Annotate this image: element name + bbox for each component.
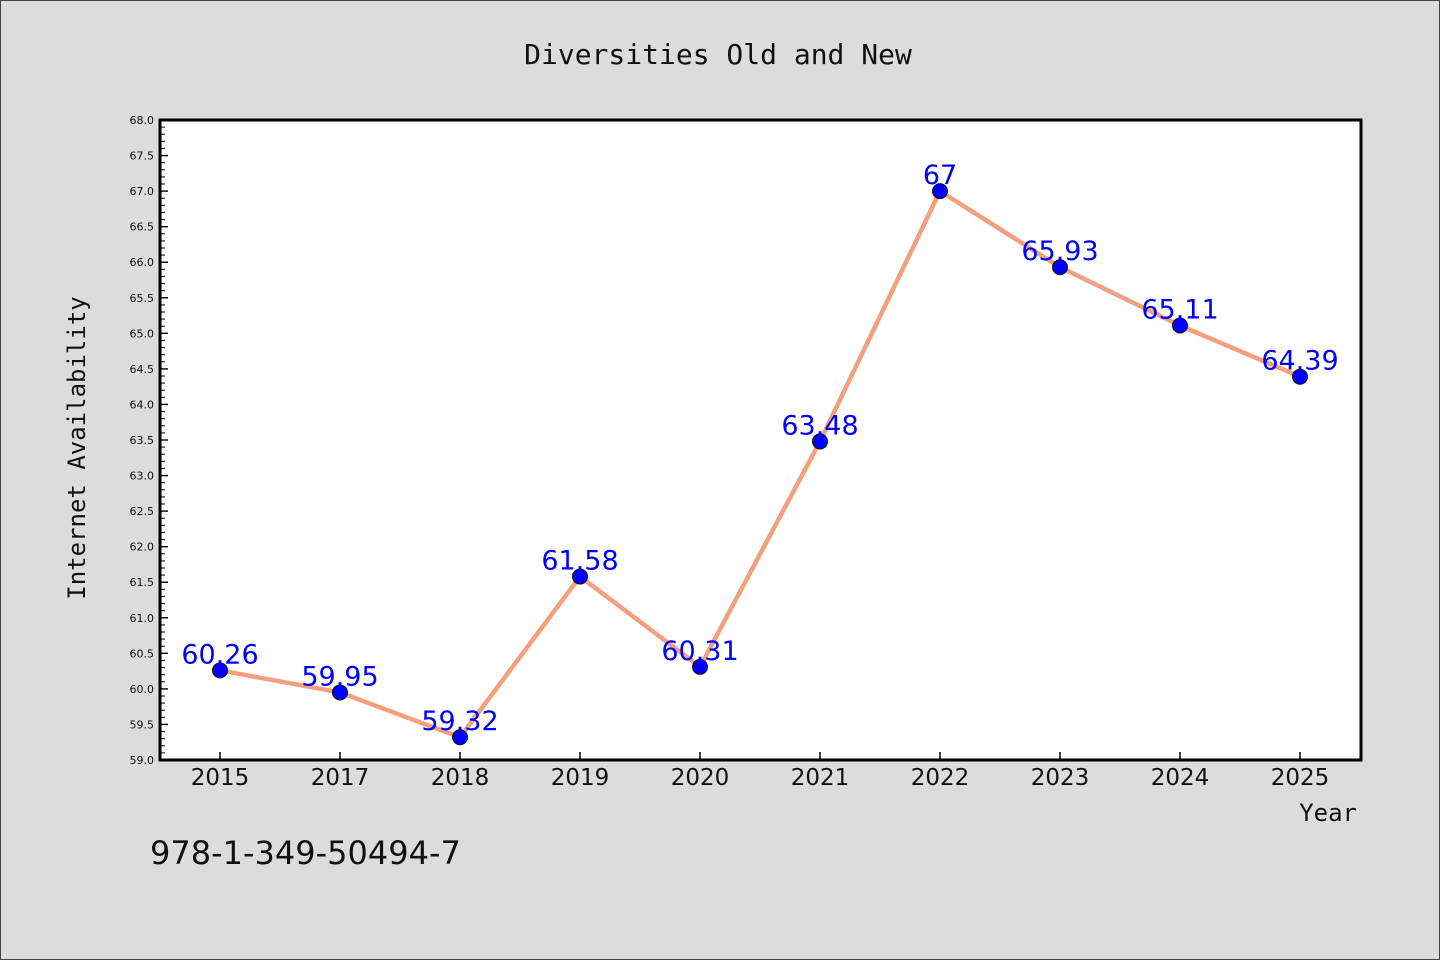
y-tick-label: 61.5 <box>130 576 155 589</box>
y-tick-label: 59.5 <box>130 718 155 731</box>
y-tick-label: 62.0 <box>130 541 155 554</box>
y-tick-label: 60.5 <box>130 647 155 660</box>
data-labels: 60.26 59.95 59.32 61.58 60.31 63.48 67 65.93 65.… <box>181 160 1338 737</box>
x-axis-ticks: 2015 2017 2018 2019 2020 2021 2022 2023 2024 2025 <box>191 752 1330 791</box>
x-tick-label: 2020 <box>671 765 730 791</box>
y-tick-label: 59.0 <box>130 754 155 767</box>
data-point <box>332 684 348 701</box>
y-tick-label: 68.0 <box>130 114 155 127</box>
chart-title: Diversities Old and New <box>524 38 912 71</box>
data-label: 63.48 <box>781 410 858 441</box>
x-tick-label: 2023 <box>1031 765 1090 791</box>
y-tick-label: 65.0 <box>130 327 155 340</box>
y-tick-label: 62.5 <box>130 505 155 518</box>
y-tick-label: 61.0 <box>130 612 155 625</box>
y-tick-label: 60.0 <box>130 683 155 696</box>
y-tick-label: 64.0 <box>130 398 155 411</box>
x-tick-label: 2018 <box>431 765 490 791</box>
plot-area <box>158 118 1363 762</box>
data-label: 60.31 <box>661 636 738 667</box>
data-point <box>932 183 948 200</box>
data-point <box>692 658 708 675</box>
y-tick-label: 66.0 <box>130 256 155 269</box>
y-axis-ticks: 59.0 59.5 60.0 60.5 61.0 61.5 62.0 62.5 63.0 63.5… <box>130 114 168 767</box>
y-axis-label: Internet Availability <box>63 296 91 599</box>
data-label: 60.26 <box>181 639 258 670</box>
x-tick-label: 2015 <box>191 765 250 791</box>
data-label: 67 <box>923 160 957 191</box>
data-point <box>1052 259 1068 276</box>
data-label: 64.39 <box>1261 346 1338 377</box>
data-markers <box>212 183 1308 746</box>
data-point <box>212 662 228 679</box>
data-point <box>452 729 468 746</box>
x-axis-label: Year <box>1299 799 1357 827</box>
y-tick-label: 67.5 <box>130 150 155 163</box>
data-point <box>1172 317 1188 334</box>
x-tick-label: 2021 <box>791 765 850 791</box>
data-point <box>572 568 588 585</box>
y-tick-label: 65.5 <box>130 292 155 305</box>
data-label: 65.11 <box>1141 295 1218 326</box>
data-label: 59.32 <box>421 706 498 737</box>
x-tick-label: 2025 <box>1271 765 1330 791</box>
y-tick-label: 67.0 <box>130 185 155 198</box>
data-label: 59.95 <box>301 661 378 692</box>
y-tick-label: 63.5 <box>130 434 155 447</box>
x-tick-label: 2019 <box>551 765 610 791</box>
y-tick-label: 64.5 <box>130 363 155 376</box>
series-line <box>217 188 1303 740</box>
y-tick-label: 63.0 <box>130 470 155 483</box>
x-tick-label: 2022 <box>911 765 970 791</box>
y-tick-label: 66.5 <box>130 221 155 234</box>
data-point <box>812 433 828 450</box>
data-point <box>1292 368 1308 385</box>
x-tick-label: 2017 <box>311 765 370 791</box>
data-label: 65.93 <box>1021 236 1098 267</box>
footer-text: 978-1-349-50494-7 <box>150 834 461 872</box>
x-tick-label: 2024 <box>1151 765 1210 791</box>
data-label: 61.58 <box>541 546 618 577</box>
